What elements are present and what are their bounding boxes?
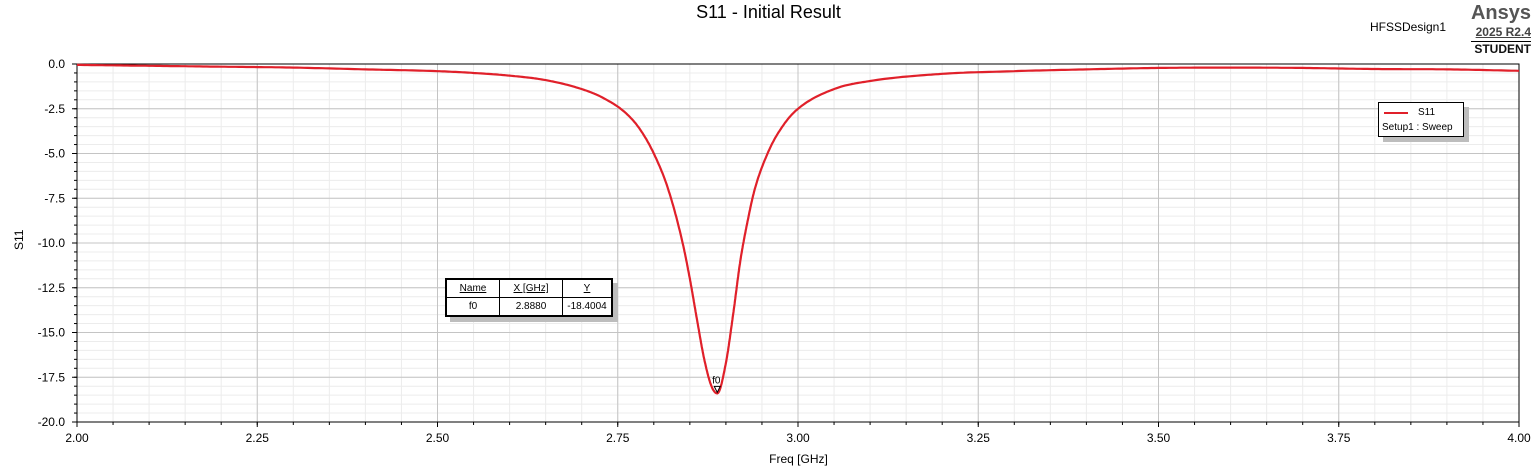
legend-trace-label: S11 [1418,107,1436,118]
marker-table-header: Name X [GHz] Y [445,278,613,298]
marker-header-y: Y [583,283,591,294]
table-row: f0 2.8880 -18.4004 [445,297,613,317]
y-tick-label: -2.5 [44,102,65,116]
y-tick-label: -17.5 [38,370,66,384]
y-tick-label: -7.5 [44,191,65,205]
legend-box[interactable]: S11 Setup1 : Sweep [1378,102,1464,137]
marker-f0-icon [713,385,722,394]
marker-header-name: Name [459,283,487,294]
x-tick-label: 3.00 [786,431,810,445]
x-tick-label: 2.50 [426,431,450,445]
legend-swatch [1384,112,1408,114]
x-tick-label: 2.00 [65,431,89,445]
marker-table[interactable]: Name X [GHz] Y f0 2.8880 -18.4004 [445,278,613,317]
y-tick-label: -5.0 [44,147,65,161]
brand-version: 2025 R2.4 [1475,25,1531,39]
legend-source-label: Setup1 : Sweep [1382,122,1453,133]
marker-cell-name: f0 [445,297,500,317]
x-tick-label: 3.50 [1147,431,1171,445]
y-tick-label: 0.0 [48,57,65,71]
x-tick-label: 3.25 [967,431,991,445]
x-tick-label: 2.25 [246,431,270,445]
brand-logo: Ansys 2025 R2.4 STUDENT [1470,2,1531,56]
y-axis-label: S11 [12,229,26,250]
marker-cell-y: -18.4004 [562,297,613,317]
x-tick-label: 2.75 [606,431,630,445]
y-tick-label: -10.0 [38,236,66,250]
marker-header-x: X [GHz] [513,283,549,294]
x-tick-label: 4.00 [1507,431,1531,445]
y-tick-label: -15.0 [38,326,66,340]
design-name: HFSSDesign1 [1370,20,1447,34]
y-tick-label: -20.0 [38,415,66,429]
x-tick-label: 3.75 [1327,431,1351,445]
plot-frame [76,63,1520,423]
series-line-s11 [77,63,1520,395]
y-tick-label: -12.5 [38,281,66,295]
chart-title: S11 - Initial Result [696,2,841,22]
brand-edition: STUDENT [1470,41,1531,56]
marker-f0-label: f0 [712,375,721,386]
x-axis-label: Freq [GHz] [769,452,828,466]
marker-cell-x: 2.8880 [499,297,563,317]
brand-name: Ansys [1470,2,1531,24]
